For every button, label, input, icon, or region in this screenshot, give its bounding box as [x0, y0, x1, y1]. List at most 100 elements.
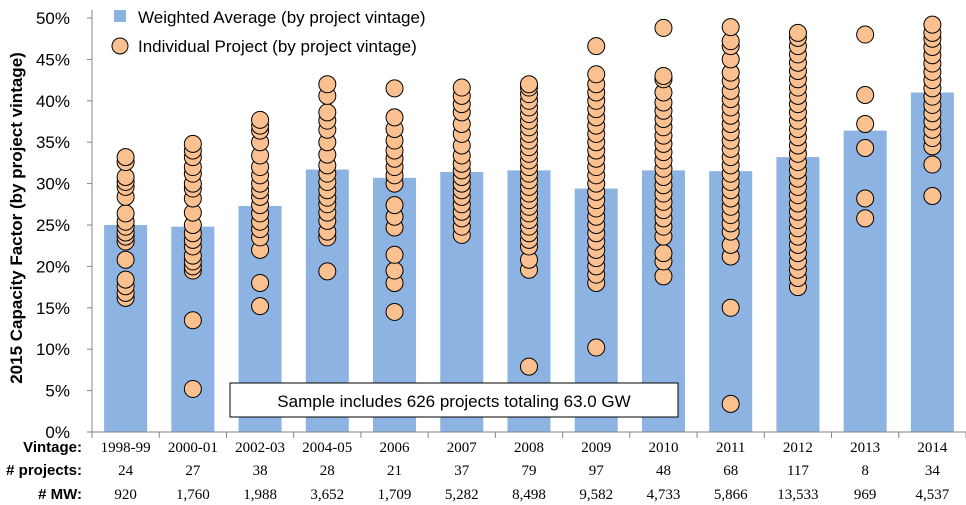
- y-tick-label: 35%: [36, 133, 70, 152]
- x-category-label: 2007: [447, 440, 478, 456]
- table-cell: 48: [656, 463, 671, 479]
- project-point: [923, 15, 942, 34]
- x-category-label: 2012: [783, 440, 813, 456]
- individual-project-points: [116, 15, 942, 413]
- table-cell: 24: [118, 463, 134, 479]
- y-tick-label: 20%: [36, 257, 70, 276]
- x-category-label: 2000-01: [168, 440, 218, 456]
- table-row-label: # MW:: [38, 486, 82, 503]
- y-tick-label: 50%: [36, 9, 70, 28]
- y-tick-label: 40%: [36, 92, 70, 111]
- y-tick-label: 5%: [45, 382, 70, 401]
- y-tick-label: 0%: [45, 423, 70, 442]
- project-point: [520, 75, 538, 94]
- project-point: [856, 189, 875, 208]
- x-category-label: 2006: [380, 440, 411, 456]
- x-category-label: 2011: [716, 440, 745, 456]
- y-axis-ticks: 0% 5% 10% 15% 20% 25% 30% 35% 40% 45% 50%: [36, 9, 92, 442]
- x-category-label: 2010: [648, 440, 678, 456]
- project-point: [654, 66, 673, 85]
- project-point: [318, 103, 337, 122]
- table-cell: 68: [723, 463, 738, 479]
- project-point: [318, 75, 337, 94]
- project-point: [856, 25, 875, 44]
- table-cell: 79: [522, 463, 537, 479]
- table-cell: 5,282: [445, 487, 479, 503]
- project-point: [587, 37, 606, 56]
- project-point: [385, 79, 404, 98]
- y-tick-label: 15%: [36, 299, 70, 318]
- project-point: [385, 261, 404, 280]
- project-point: [116, 270, 135, 289]
- project-point: [856, 114, 875, 133]
- project-point: [116, 204, 135, 223]
- legend-dot-swatch: [111, 37, 129, 55]
- y-tick-label: 45%: [36, 50, 70, 69]
- project-point: [385, 245, 404, 264]
- table-cell: 37: [454, 463, 470, 479]
- y-tick-label: 10%: [36, 340, 70, 359]
- weighted-average-bar: [843, 130, 887, 432]
- x-category-label: 2004-05: [302, 440, 352, 456]
- project-point: [721, 394, 740, 413]
- x-category-label: 1998-99: [101, 440, 151, 456]
- table-cell: 3,652: [310, 487, 344, 503]
- project-point: [385, 196, 404, 215]
- table-cell: 27: [185, 463, 201, 479]
- table-cell: 28: [320, 463, 335, 479]
- table-cell: 8,498: [512, 487, 546, 503]
- table-cell: 13,533: [777, 487, 818, 503]
- y-tick-label: 25%: [36, 216, 70, 235]
- table-cell: 1,760: [176, 487, 210, 503]
- project-point: [116, 148, 135, 167]
- x-category-label: 2002-03: [235, 440, 285, 456]
- project-point: [923, 155, 942, 174]
- project-point: [385, 108, 404, 127]
- project-point: [923, 187, 942, 206]
- project-point: [251, 273, 270, 292]
- project-point: [520, 357, 538, 376]
- table-cell: 969: [854, 487, 877, 503]
- project-point: [654, 244, 673, 263]
- project-point: [856, 86, 875, 105]
- table-cell: 1,709: [378, 487, 412, 503]
- sample-note-text: Sample includes 626 projects totaling 63…: [277, 392, 630, 411]
- table-row-label: # projects:: [6, 462, 82, 479]
- project-point: [251, 297, 270, 316]
- project-point: [721, 298, 740, 317]
- project-point: [654, 18, 673, 37]
- project-point: [183, 134, 202, 153]
- project-point: [856, 138, 875, 157]
- project-point: [721, 18, 740, 37]
- project-point: [318, 262, 337, 281]
- project-point: [856, 209, 875, 228]
- table-row-label: Vintage:: [23, 439, 82, 456]
- x-category-label: 2009: [581, 440, 611, 456]
- table-cell: 97: [589, 463, 605, 479]
- table-cell: 38: [253, 463, 268, 479]
- table-cell: 920: [114, 487, 137, 503]
- legend: Weighted Average (by project vintage) In…: [101, 0, 506, 67]
- table-cell: 1,988: [243, 487, 277, 503]
- project-point: [587, 338, 606, 357]
- project-point: [788, 23, 807, 42]
- sample-note: Sample includes 626 projects totaling 63…: [229, 382, 679, 418]
- axes: [87, 10, 966, 438]
- table-cell: 117: [787, 463, 809, 479]
- project-point: [587, 65, 606, 84]
- legend-bar-swatch: [114, 10, 126, 22]
- project-point: [183, 379, 202, 398]
- project-point: [452, 78, 471, 97]
- table-cell: 8: [861, 463, 869, 479]
- y-tick-label: 30%: [36, 175, 70, 194]
- legend-dot-label: Individual Project (by project vintage): [138, 37, 417, 56]
- table-cell: 21: [387, 463, 402, 479]
- x-category-label: 2014: [917, 440, 948, 456]
- table-cell: 34: [925, 463, 941, 479]
- project-point: [251, 110, 270, 129]
- project-point: [116, 250, 135, 269]
- table-cell: 4,733: [647, 487, 681, 503]
- y-axis-label: 2015 Capacity Factor (by project vintage…: [7, 52, 26, 384]
- x-category-label: 2008: [514, 440, 544, 456]
